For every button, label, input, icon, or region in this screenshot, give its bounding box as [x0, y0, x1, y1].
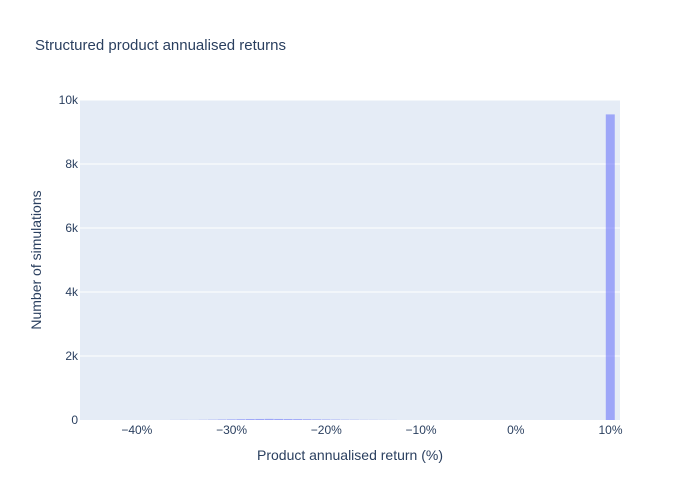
y-tick-label: 8k — [65, 157, 79, 171]
histogram-bar — [293, 419, 303, 420]
y-tick-label: 0 — [71, 413, 78, 427]
x-tick-label: 10% — [599, 423, 623, 437]
x-tick-label: −40% — [121, 423, 152, 437]
histogram-bar — [321, 419, 331, 420]
y-gridlines — [80, 99, 620, 357]
x-axis-ticks: −40% −30% −20% −10% 0% 10% — [121, 423, 623, 437]
y-tick-label: 10k — [59, 93, 79, 107]
x-axis-title: Product annualised return (%) — [257, 447, 443, 463]
histogram-bar — [226, 419, 236, 420]
histogram-bar — [302, 419, 312, 420]
y-tick-label: 6k — [65, 221, 79, 235]
histogram-bar — [245, 419, 255, 420]
histogram-bar — [605, 114, 615, 421]
histogram-bar — [255, 418, 265, 420]
x-tick-label: −30% — [216, 423, 247, 437]
plot-background — [80, 100, 620, 420]
x-tick-label: −20% — [311, 423, 342, 437]
histogram-bars — [170, 114, 615, 421]
histogram-bar — [236, 419, 246, 420]
x-tick-label: −10% — [406, 423, 437, 437]
y-axis-title: Number of simulations — [28, 190, 44, 329]
y-tick-label: 4k — [65, 285, 79, 299]
x-tick-label: 0% — [507, 423, 525, 437]
y-tick-label: 2k — [65, 349, 79, 363]
chart-title: Structured product annualised returns — [35, 37, 286, 54]
histogram-bar — [312, 419, 322, 420]
histogram-bar — [264, 418, 274, 420]
histogram-bar — [274, 418, 284, 420]
histogram-bar — [283, 419, 293, 420]
y-axis-ticks: 0 2k 4k 6k 8k 10k — [59, 93, 79, 427]
